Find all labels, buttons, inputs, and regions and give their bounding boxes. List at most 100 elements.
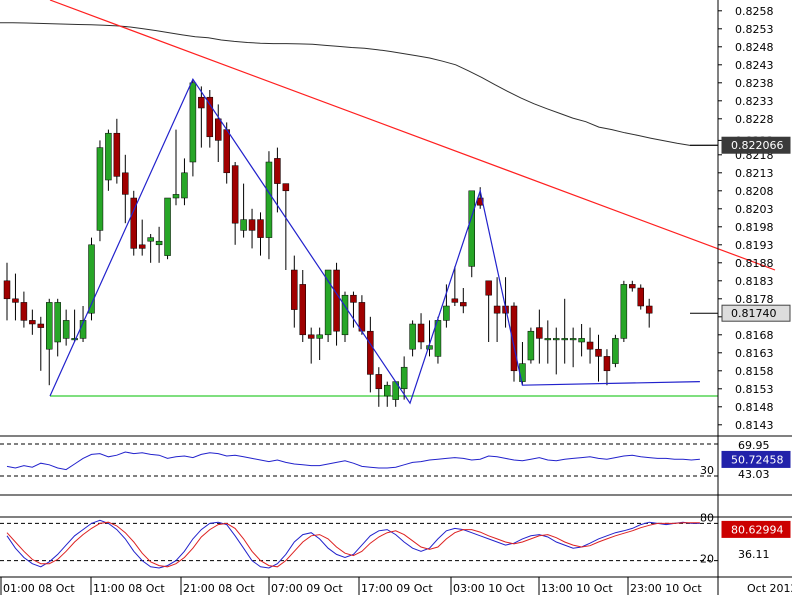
candle-body <box>536 327 543 339</box>
candle-body <box>645 305 653 314</box>
price-tick-label: 0.8228 <box>735 113 774 126</box>
candle <box>536 309 543 364</box>
ma-value-tag-text: 0.822066 <box>731 139 784 152</box>
candle-body <box>88 244 95 314</box>
oscillator-layer <box>0 443 718 477</box>
time-tick-label: 23:00 10 Oct <box>630 582 702 595</box>
candle-body <box>172 194 180 199</box>
ma-value-tag-box <box>721 136 791 154</box>
candle-body <box>20 302 28 321</box>
price-tick-label: 0.8198 <box>735 221 774 234</box>
candle <box>384 381 391 407</box>
candle <box>553 327 560 375</box>
candle-body <box>553 338 560 341</box>
candle <box>54 298 61 357</box>
price-panel[interactable] <box>0 0 776 407</box>
candle <box>37 316 45 371</box>
candle <box>96 140 104 242</box>
price-value-tag-text: 0.81740 <box>731 307 777 320</box>
candle <box>451 266 459 306</box>
candle-body <box>544 338 552 341</box>
candle-body <box>130 197 137 249</box>
candle-body <box>54 302 61 343</box>
candle <box>493 277 501 342</box>
candle-body <box>206 96 214 138</box>
oscillator-panel[interactable] <box>0 443 718 477</box>
stochastic-level-label: 80 <box>700 511 714 524</box>
time-tick-label: 21:00 08 Oct <box>183 582 255 595</box>
candle <box>333 262 340 346</box>
candle <box>71 309 78 342</box>
candle-body <box>409 323 416 350</box>
candle-body <box>333 269 340 332</box>
candle-body <box>189 82 197 163</box>
candle-body <box>485 280 492 296</box>
candle <box>231 162 239 245</box>
zigzag-layer <box>49 77 700 405</box>
candle <box>122 154 129 224</box>
candle <box>485 280 492 342</box>
candle-body <box>316 334 323 339</box>
candle <box>350 291 357 328</box>
candle <box>113 118 121 184</box>
candle <box>645 298 653 328</box>
stochastic-panel[interactable] <box>0 519 718 569</box>
candle-body <box>569 338 577 341</box>
candle-body <box>384 384 391 397</box>
candle <box>629 280 636 292</box>
candle <box>198 86 205 148</box>
candle <box>544 320 552 364</box>
candle-body <box>493 305 501 314</box>
candle <box>316 327 323 360</box>
candle <box>510 302 518 382</box>
candle <box>3 262 11 321</box>
candle-body <box>578 338 585 343</box>
candle-body <box>138 244 146 249</box>
candle-body <box>417 323 425 343</box>
candle-body <box>248 219 256 231</box>
candle-body <box>71 338 78 341</box>
candle <box>164 197 171 260</box>
price-tick-label: 0.8238 <box>735 77 774 90</box>
candle-body <box>510 305 518 372</box>
stochastic-k-line <box>6 519 700 569</box>
candle <box>155 226 163 263</box>
candle-body <box>375 374 383 390</box>
candle-body <box>12 298 19 303</box>
price-value-tag-box <box>721 304 791 322</box>
stochastic-extra-label: 36.11 <box>738 548 770 561</box>
candle-body <box>468 190 475 267</box>
price-tick-label: 0.8208 <box>735 185 774 198</box>
oscillator-value-tag-box <box>721 450 791 468</box>
candle <box>637 284 644 310</box>
resistance-trendline <box>49 0 776 271</box>
candle-body <box>105 132 112 181</box>
candle <box>265 151 273 260</box>
candle-body <box>147 237 154 242</box>
candle <box>282 183 290 270</box>
candle <box>29 309 36 335</box>
candle <box>299 270 306 342</box>
price-tick-label: 0.8213 <box>735 167 774 180</box>
candle-body <box>164 197 171 256</box>
candle-body <box>400 366 408 390</box>
candle <box>400 356 408 400</box>
candle-body <box>443 305 450 321</box>
candle-body <box>240 219 247 231</box>
oscillator-value-tag-text: 50.72458 <box>731 453 784 466</box>
candle <box>257 212 264 256</box>
candle <box>409 320 416 357</box>
price-tick-label: 0.8203 <box>735 203 774 216</box>
time-tick-label: 11:00 08 Oct <box>93 582 165 595</box>
candle <box>291 255 298 328</box>
candle-body <box>3 280 11 300</box>
value-tags: 0.822066 0.81740 50.72458 80.62994 <box>690 136 791 538</box>
price-tick-label: 0.8163 <box>735 347 774 360</box>
candle-body <box>291 269 298 310</box>
moving-average-line <box>0 22 719 146</box>
stochastic-level-label: 20 <box>700 553 714 566</box>
candle <box>62 309 70 346</box>
candle-body <box>527 330 535 361</box>
